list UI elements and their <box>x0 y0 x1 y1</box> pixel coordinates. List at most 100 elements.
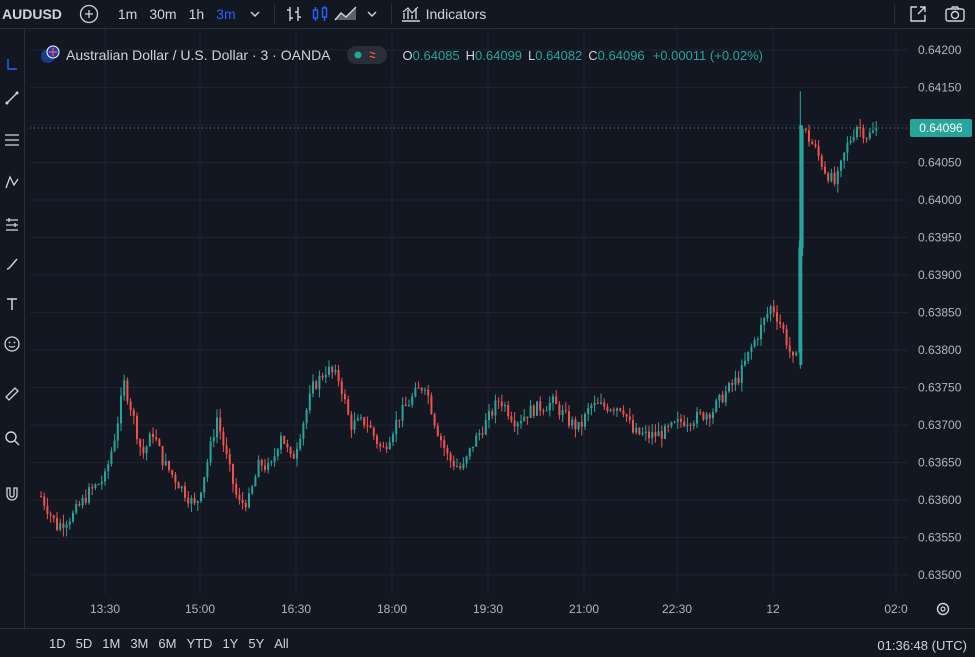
add-symbol-icon[interactable] <box>76 0 102 28</box>
candle-body <box>856 127 858 138</box>
candle-body <box>708 414 711 419</box>
bar-chart-icon[interactable] <box>281 0 307 28</box>
pattern-icon[interactable] <box>0 169 24 195</box>
candle-body <box>315 381 318 389</box>
trend-line-icon[interactable] <box>0 85 24 111</box>
range-1m[interactable]: 1M <box>102 635 121 651</box>
candle-body <box>100 481 103 485</box>
candle-body <box>235 483 238 495</box>
ruler-icon[interactable] <box>0 381 24 407</box>
range-6m[interactable]: 6M <box>158 635 177 651</box>
candle-body <box>398 419 401 421</box>
fullscreen-icon[interactable] <box>901 0 935 28</box>
candle-body <box>331 366 334 373</box>
range-1d[interactable]: 1D <box>49 635 66 651</box>
camera-icon[interactable] <box>935 0 975 28</box>
price-chart[interactable]: 0.63500 0.63550 0.63600 0.63650 0.63700 0.637… <box>0 29 975 628</box>
open-label: O <box>402 47 413 63</box>
candle-body <box>161 446 164 466</box>
candle-body <box>193 498 196 504</box>
candle-body <box>174 474 177 483</box>
candle-body <box>78 503 81 506</box>
candle-body <box>411 396 414 406</box>
candle-body <box>641 432 644 435</box>
candle-body <box>334 370 337 373</box>
candle-body <box>219 417 222 432</box>
interval-30m[interactable]: 30m <box>149 6 177 22</box>
utc-clock[interactable]: 01:36:48 (UTC) <box>877 638 967 653</box>
candle-body <box>312 381 314 394</box>
candle-body <box>705 414 708 420</box>
interval-1h[interactable]: 1h <box>188 6 205 22</box>
candle-body <box>500 401 503 407</box>
candles-icon[interactable] <box>307 0 333 28</box>
candle-body <box>830 172 833 181</box>
range-5y[interactable]: 5Y <box>248 635 265 651</box>
settings-icon[interactable] <box>936 602 950 616</box>
magnet-icon[interactable] <box>0 481 24 507</box>
zoom-icon[interactable] <box>0 425 24 451</box>
candle-body <box>340 381 343 395</box>
chevron-down-icon[interactable] <box>242 0 268 28</box>
candle-body <box>484 420 487 435</box>
x-tick-label: 13:30 <box>90 602 120 616</box>
candle-body <box>644 431 647 433</box>
candle-body <box>558 404 561 415</box>
area-chart-icon[interactable] <box>333 0 359 28</box>
candle-body <box>820 155 823 167</box>
candle-body <box>577 421 580 430</box>
interval-1m[interactable]: 1m <box>117 6 138 22</box>
candle-body <box>782 324 785 330</box>
candle-body <box>574 419 577 430</box>
candle-body <box>747 351 750 361</box>
candle-body <box>824 166 826 174</box>
candle-body <box>497 400 500 402</box>
candle-body <box>168 461 170 471</box>
candle-body <box>590 405 593 408</box>
candle-body <box>715 400 718 412</box>
emoji-icon[interactable] <box>0 331 24 357</box>
cursor-icon[interactable] <box>0 51 24 77</box>
candle-body <box>190 498 193 504</box>
range-ytd[interactable]: YTD <box>186 635 213 651</box>
candle-body <box>84 497 87 503</box>
candle-body <box>62 523 65 528</box>
fib-icon[interactable] <box>0 127 24 153</box>
x-tick-label: 12 <box>766 602 780 616</box>
close-label: C <box>588 47 598 63</box>
candle-body <box>254 477 257 487</box>
candle-body <box>260 460 263 466</box>
symbol-search[interactable]: AUDUSD <box>2 6 62 22</box>
x-tick-label: 22:30 <box>662 602 692 616</box>
candle-body <box>638 427 641 435</box>
candle-body <box>609 409 612 411</box>
indicators-icon[interactable] <box>398 0 424 28</box>
range-5d[interactable]: 5D <box>75 635 93 651</box>
chevron-down-icon[interactable] <box>359 0 385 28</box>
candle-body <box>731 383 734 385</box>
candle-body <box>792 351 794 356</box>
brush-icon[interactable] <box>0 251 24 277</box>
candle-body <box>600 402 602 404</box>
market-status-badge[interactable] <box>346 46 387 64</box>
range-3m[interactable]: 3M <box>130 635 149 651</box>
candle-body <box>292 454 295 459</box>
candle-body <box>561 410 564 415</box>
candle-body <box>510 416 513 421</box>
indicators-button[interactable]: Indicators <box>425 6 487 22</box>
candle-body <box>209 441 212 463</box>
text-icon[interactable] <box>0 291 24 317</box>
candle-body <box>548 402 551 411</box>
range-all[interactable]: All <box>274 635 289 651</box>
candle-body <box>740 365 743 383</box>
interval-3m[interactable]: 3m <box>216 6 236 22</box>
forecast-icon[interactable] <box>0 211 24 237</box>
candle-body <box>814 144 817 147</box>
candle-body <box>673 421 676 423</box>
range-1y[interactable]: 1Y <box>222 635 239 651</box>
candle-body <box>65 524 68 528</box>
candle-body <box>228 454 231 465</box>
candle-body <box>686 424 689 426</box>
candle-body <box>302 423 305 439</box>
candle-body <box>696 412 698 424</box>
